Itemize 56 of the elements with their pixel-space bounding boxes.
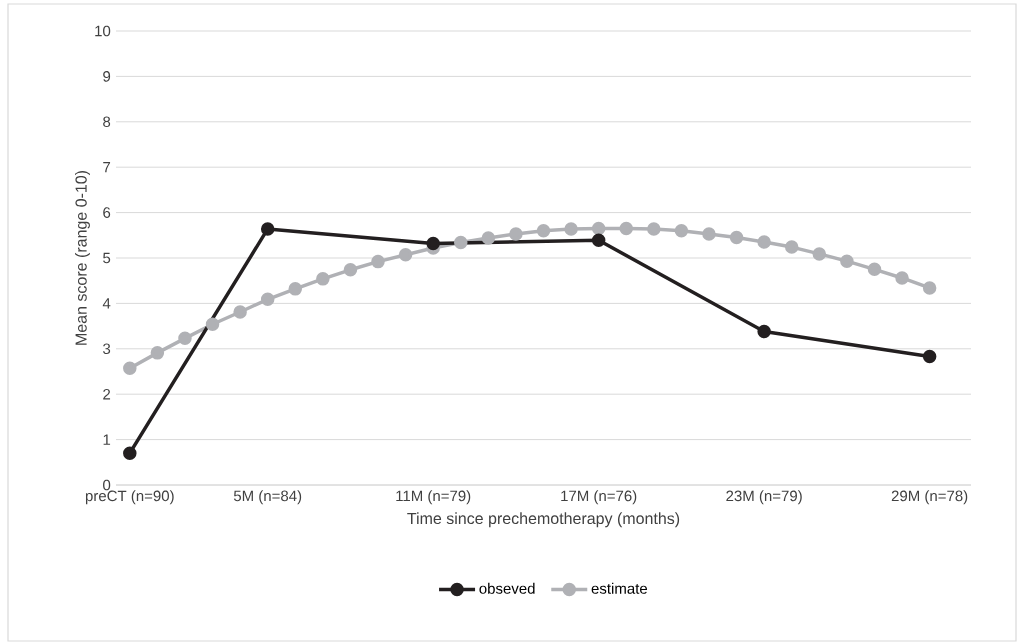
point (702, 227, 716, 241)
point (481, 231, 496, 245)
legend-label: estimate (591, 582, 648, 594)
point (591, 233, 606, 248)
point (454, 235, 468, 250)
y-tick-label: 3 (103, 343, 111, 355)
point (922, 349, 937, 364)
point (840, 254, 854, 268)
y-tick-label: 4 (102, 298, 111, 309)
point (812, 247, 827, 261)
point (784, 240, 799, 254)
point (343, 263, 358, 277)
y-tick-label: 6 (103, 207, 111, 218)
point (260, 292, 275, 307)
y-tick-label: 1 (103, 434, 111, 445)
y-tick-label: 5 (103, 252, 111, 264)
x-axis-title: Time since prechemotherapy (months) (407, 512, 680, 528)
point (867, 262, 882, 277)
x-tick-label: 11M (n=79) (396, 490, 471, 505)
point (757, 235, 771, 249)
point (371, 254, 385, 269)
point (288, 282, 303, 296)
point (619, 221, 633, 236)
y-tick-label: 9 (103, 71, 111, 82)
x-tick-label: 17M (n=76) (561, 490, 637, 505)
point (316, 272, 330, 286)
point (123, 446, 137, 460)
point (674, 224, 689, 238)
y-tick-label: 7 (103, 162, 111, 173)
point (260, 222, 275, 236)
y-tick-label: 0 (103, 479, 111, 491)
y-axis-title: Mean score (range 0-10) (75, 170, 90, 345)
point (729, 230, 744, 245)
point (233, 305, 247, 319)
point (564, 222, 578, 236)
y-tick-label: 10 (95, 25, 111, 37)
legend-label: obseved (479, 582, 535, 594)
point (647, 222, 661, 236)
point (509, 227, 523, 241)
x-tick-label: 23M (n=79) (726, 490, 802, 505)
point (922, 281, 937, 295)
point (536, 224, 551, 238)
point (426, 236, 440, 251)
point (757, 324, 771, 339)
x-tick-label: preCT (n=90) (85, 490, 174, 505)
x-tick-label: 29M (n=78) (891, 490, 968, 505)
point (205, 317, 220, 332)
y-tick-label: 8 (103, 116, 111, 128)
point (150, 346, 165, 360)
point (895, 271, 909, 285)
point (398, 248, 413, 262)
point (178, 331, 192, 346)
y-tick-label: 2 (103, 388, 111, 400)
point (591, 221, 606, 236)
x-tick-label: 5M (n=84) (233, 490, 302, 505)
point (123, 361, 137, 376)
